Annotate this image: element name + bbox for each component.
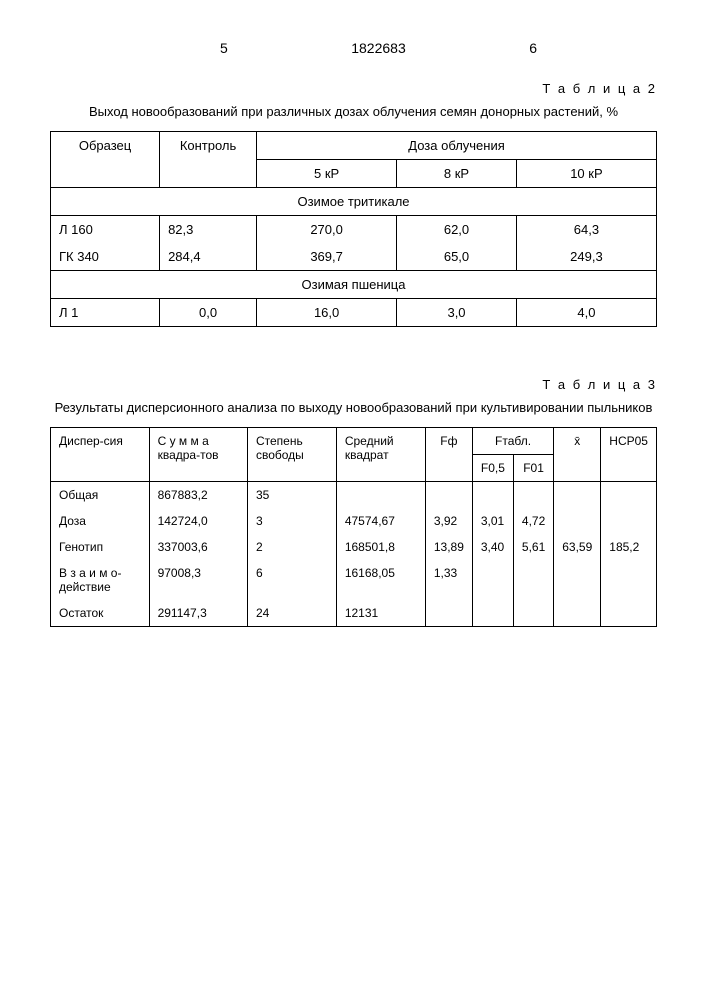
t3-col-ftabl: Fтабл. xyxy=(472,428,553,455)
t3-col-f05: F0,5 xyxy=(472,455,513,482)
t2-col-d2: 8 кР xyxy=(397,160,517,188)
table-row: Л 160 82,3 270,0 62,0 64,3 xyxy=(51,216,657,244)
t2-col-sample: Образец xyxy=(51,132,160,188)
page-center-num: 1822683 xyxy=(351,40,406,56)
table-row: ГК 340 284,4 369,7 65,0 249,3 xyxy=(51,243,657,271)
table3-caption: Результаты дисперсионного анализа по вых… xyxy=(50,400,657,415)
t3-col-ff: Fф xyxy=(425,428,472,482)
t3-col-meansq: Средний квадрат xyxy=(336,428,425,482)
table-row: Л 1 0,0 16,0 3,0 4,0 xyxy=(51,299,657,327)
table-row: Генотип337003,62168501,813,893,405,6163,… xyxy=(51,534,657,560)
t3-col-f01: F01 xyxy=(513,455,553,482)
t3-col-xbar: x̄ xyxy=(554,428,601,482)
table2: Образец Контроль Доза облучения 5 кР 8 к… xyxy=(50,131,657,327)
t2-col-d1: 5 кР xyxy=(257,160,397,188)
t3-col-hcp: НСР05 xyxy=(601,428,657,482)
t2-col-control: Контроль xyxy=(160,132,257,188)
t2-col-d3: 10 кР xyxy=(516,160,656,188)
t3-col-disp: Диспер-сия xyxy=(51,428,150,482)
table-row: Доза142724,0347574,673,923,014,72 xyxy=(51,508,657,534)
t2-col-dose: Доза облучения xyxy=(257,132,657,160)
page-header: 5 1822683 6 xyxy=(50,40,657,56)
table2-caption: Выход новообразований при различных доза… xyxy=(50,104,657,119)
table3: Диспер-сия С у м м а квадра-тов Степень … xyxy=(50,427,657,627)
page-right-num: 6 xyxy=(529,40,537,56)
t2-section2: Озимая пшеница xyxy=(51,271,657,299)
t3-col-sumsq: С у м м а квадра-тов xyxy=(149,428,247,482)
table3-label: Т а б л и ц а 3 xyxy=(50,377,657,392)
table-row: Общая867883,235 xyxy=(51,482,657,509)
t2-section1: Озимое тритикале xyxy=(51,188,657,216)
t3-col-df: Степень свободы xyxy=(247,428,336,482)
table2-label: Т а б л и ц а 2 xyxy=(50,81,657,96)
table-row: В з а и м о-действие97008,3616168,051,33 xyxy=(51,560,657,600)
page-left-num: 5 xyxy=(220,40,228,56)
table-row: Остаток291147,32412131 xyxy=(51,600,657,627)
